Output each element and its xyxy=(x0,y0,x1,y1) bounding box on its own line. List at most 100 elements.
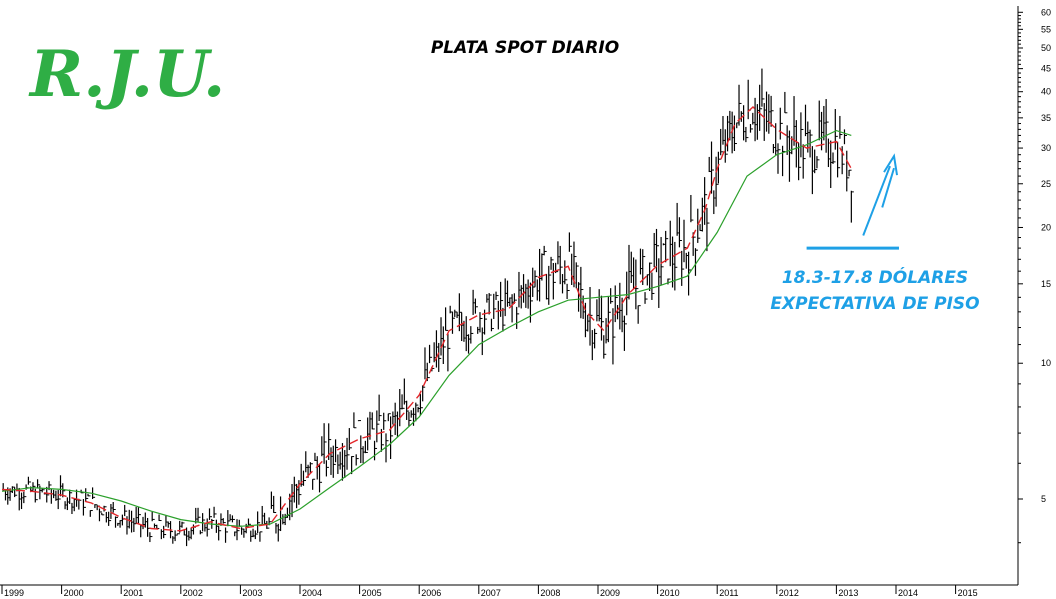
price-bar xyxy=(213,506,217,518)
price-bar xyxy=(376,410,380,443)
price-bar xyxy=(364,440,368,454)
x-tick-label: 2007 xyxy=(481,588,501,598)
price-bar xyxy=(36,479,41,488)
price-bar xyxy=(704,177,708,225)
price-bar xyxy=(552,262,556,300)
x-tick-label: 1999 xyxy=(4,588,24,598)
price-bar xyxy=(124,504,128,517)
price-bar xyxy=(798,143,802,181)
price-bar xyxy=(548,265,552,305)
price-bar xyxy=(779,107,783,140)
price-bar xyxy=(406,400,410,420)
y-tick-label: 45 xyxy=(1041,64,1051,74)
price-bar xyxy=(836,141,841,178)
price-bar xyxy=(839,115,843,139)
y-tick-label: 40 xyxy=(1041,87,1051,97)
price-bar xyxy=(114,516,119,528)
y-tick-label: 50 xyxy=(1041,43,1051,53)
price-bar xyxy=(387,413,391,422)
price-bar xyxy=(334,439,339,463)
y-tick-label: 60 xyxy=(1041,7,1051,17)
price-bar xyxy=(222,518,226,524)
price-bar xyxy=(850,190,854,223)
price-bar xyxy=(348,428,352,451)
price-bar xyxy=(575,262,579,289)
up-arrow-icon xyxy=(862,153,899,236)
y-tick-label: 30 xyxy=(1041,143,1051,153)
price-bar xyxy=(490,318,494,332)
x-tick-label: 2015 xyxy=(958,588,978,598)
price-bar xyxy=(665,230,669,263)
price-bar xyxy=(14,487,18,498)
price-bar xyxy=(69,489,73,505)
price-bar xyxy=(678,217,682,248)
price-bar xyxy=(697,208,701,243)
price-bar xyxy=(848,169,852,177)
price-bar xyxy=(355,454,359,466)
price-bar xyxy=(566,283,570,300)
price-bar xyxy=(568,232,572,252)
price-bar xyxy=(651,272,655,300)
price-bar xyxy=(85,488,89,502)
price-bar xyxy=(231,515,235,523)
price-bar xyxy=(442,326,446,365)
price-bar xyxy=(447,333,451,372)
price-bar xyxy=(690,194,694,223)
price-bar xyxy=(346,437,350,470)
price-bar xyxy=(426,362,430,382)
price-bar xyxy=(674,241,678,291)
price-bar xyxy=(607,296,611,343)
price-bar xyxy=(655,228,659,273)
price-bar xyxy=(488,293,492,315)
x-tick-label: 2014 xyxy=(898,588,918,598)
y-tick-label: 15 xyxy=(1041,279,1051,289)
x-tick-label: 2009 xyxy=(600,588,620,598)
price-bar xyxy=(419,393,423,416)
price-bar xyxy=(532,267,536,297)
y-tick-label: 5 xyxy=(1041,494,1046,504)
x-tick-label: 2005 xyxy=(362,588,382,598)
price-bar xyxy=(720,128,724,156)
price-bar xyxy=(137,507,141,525)
price-bar xyxy=(834,109,838,150)
x-tick-label: 2013 xyxy=(838,588,858,598)
price-bar xyxy=(309,462,313,474)
price-bar xyxy=(176,533,180,535)
price-bar xyxy=(814,149,818,174)
price-bar xyxy=(149,532,153,543)
price-bar xyxy=(415,402,419,422)
price-bar xyxy=(777,143,781,174)
price-bar xyxy=(559,245,563,285)
price-bar xyxy=(564,260,568,285)
price-bar xyxy=(206,518,210,537)
price-bar xyxy=(89,510,93,517)
y-tick-label: 25 xyxy=(1041,179,1051,189)
price-bar xyxy=(470,326,474,344)
price-bar xyxy=(474,298,478,314)
price-bar xyxy=(389,416,394,460)
price-bar xyxy=(323,423,327,464)
y-tick-label: 20 xyxy=(1041,222,1051,232)
price-bar xyxy=(683,219,687,263)
price-bar xyxy=(770,95,774,127)
x-tick-label: 2008 xyxy=(540,588,560,598)
x-axis-ticks: 1999 2000 2001 2002 2003 2004 2005 2006 2007 2008… xyxy=(1,585,978,598)
price-bar xyxy=(445,307,449,331)
price-bar xyxy=(623,315,627,351)
price-bar xyxy=(385,433,389,463)
price-bar xyxy=(82,499,86,516)
price-bar xyxy=(378,394,382,422)
price-bar xyxy=(257,511,261,534)
price-bar xyxy=(600,295,604,341)
price-bar xyxy=(825,99,829,153)
x-tick-label: 2010 xyxy=(660,588,680,598)
price-bar xyxy=(197,507,201,523)
price-bar xyxy=(637,305,641,324)
price-bar xyxy=(749,123,753,133)
price-bar xyxy=(738,84,742,126)
price-bar xyxy=(451,311,455,334)
price-bar xyxy=(438,342,442,372)
price-bar xyxy=(108,511,112,526)
price-bar xyxy=(236,519,240,541)
price-bar xyxy=(781,145,786,177)
